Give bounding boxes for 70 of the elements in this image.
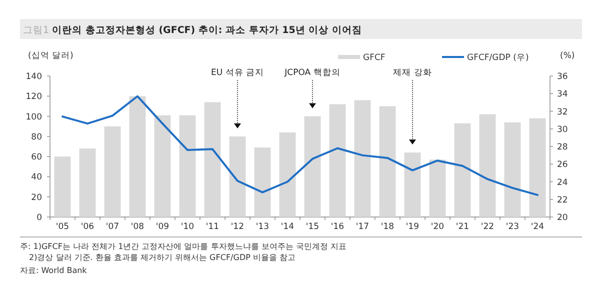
y-axis-title: (십억 달러) (28, 51, 74, 61)
x-tick-label: '11 (206, 222, 220, 232)
x-tick-label: '16 (330, 222, 344, 232)
text: 2)경상 달러 기준. 환율 효과를 제거하기 위해서는 GFCF/GDP 비율을 참고 (29, 253, 296, 262)
chart-title: 이란의 총고정자본형성 (GFCF) 추이: 과소 투자가 15년 이상 이어짐 (52, 25, 362, 36)
bar (354, 100, 371, 217)
x-tick-label: '06 (80, 222, 94, 232)
text: 자료: World Bank (20, 266, 88, 275)
bar (379, 106, 396, 217)
bar (304, 116, 321, 217)
x-tick-label: '07 (106, 222, 120, 232)
bar (229, 136, 246, 217)
caption: 그림1 (23, 25, 52, 36)
legend-label: GFCF/GDP (우) (467, 53, 529, 63)
x-tick-label: '17 (356, 222, 370, 232)
bar (479, 114, 496, 217)
y-tick-label: 100 (26, 112, 42, 122)
bar (404, 152, 421, 217)
x-tick-label: '14 (280, 222, 294, 232)
x-tick-label: '20 (430, 222, 444, 232)
y-tick-label: 20 (31, 192, 42, 203)
bar (529, 118, 546, 217)
y2-tick-label: 26 (557, 160, 568, 170)
bar (204, 102, 221, 217)
y2-tick-label: 20 (557, 213, 568, 223)
x-tick-label: '19 (406, 222, 420, 232)
y-tick-label: 60 (31, 152, 42, 163)
line-series (62, 95, 538, 196)
annotation: 제재 강화 (393, 68, 432, 78)
y-tick-label: 120 (26, 92, 42, 102)
x-tick-label: '23 (506, 222, 520, 232)
legend-label: GFCF (363, 53, 386, 63)
y2-tick-label: 34 (557, 90, 568, 100)
bar (454, 123, 471, 217)
bar (79, 148, 96, 217)
bar (54, 156, 71, 217)
y2-tick-label: 28 (557, 142, 568, 152)
bar (429, 160, 446, 217)
x-tick-label: '18 (380, 222, 394, 232)
x-tick-label: '13 (256, 222, 270, 232)
text: 주: 1)GFCF는 나라 전체가 1년간 고정자산에 얼마를 투자했느냐를 보여주는 국민계정 지표 (20, 242, 346, 251)
annotation: EU 석유 금지 (211, 68, 264, 78)
y2-axis-title: (%) (560, 51, 575, 61)
x-tick-label: '10 (180, 222, 194, 232)
bar (254, 148, 271, 217)
y-tick-label: 0 (36, 213, 42, 223)
y2-tick-label: 30 (557, 124, 568, 135)
bar (504, 122, 521, 217)
x-tick-label: '09 (156, 222, 170, 232)
bar (129, 96, 146, 217)
x-tick-label: '15 (306, 222, 320, 232)
bar (279, 132, 296, 217)
x-tick-label: '08 (130, 222, 144, 232)
y-tick-label: 40 (31, 172, 42, 183)
bar (154, 115, 171, 217)
y-tick-label: 140 (26, 72, 42, 82)
x-tick-label: '24 (530, 222, 544, 232)
annotation: JCPOA 핵합의 (284, 68, 340, 78)
x-tick-label: '12 (230, 222, 244, 232)
y2-tick-label: 32 (557, 107, 568, 118)
bar (329, 104, 346, 217)
bar (104, 126, 121, 217)
bar (179, 115, 196, 217)
x-tick-label: '22 (480, 222, 494, 232)
y2-tick-label: 24 (557, 178, 568, 188)
y2-tick-label: 36 (557, 72, 568, 82)
x-tick-label: '21 (456, 222, 470, 232)
x-tick-label: '05 (56, 222, 70, 232)
y-tick-label: 80 (31, 132, 42, 142)
y2-tick-label: 22 (557, 195, 568, 206)
